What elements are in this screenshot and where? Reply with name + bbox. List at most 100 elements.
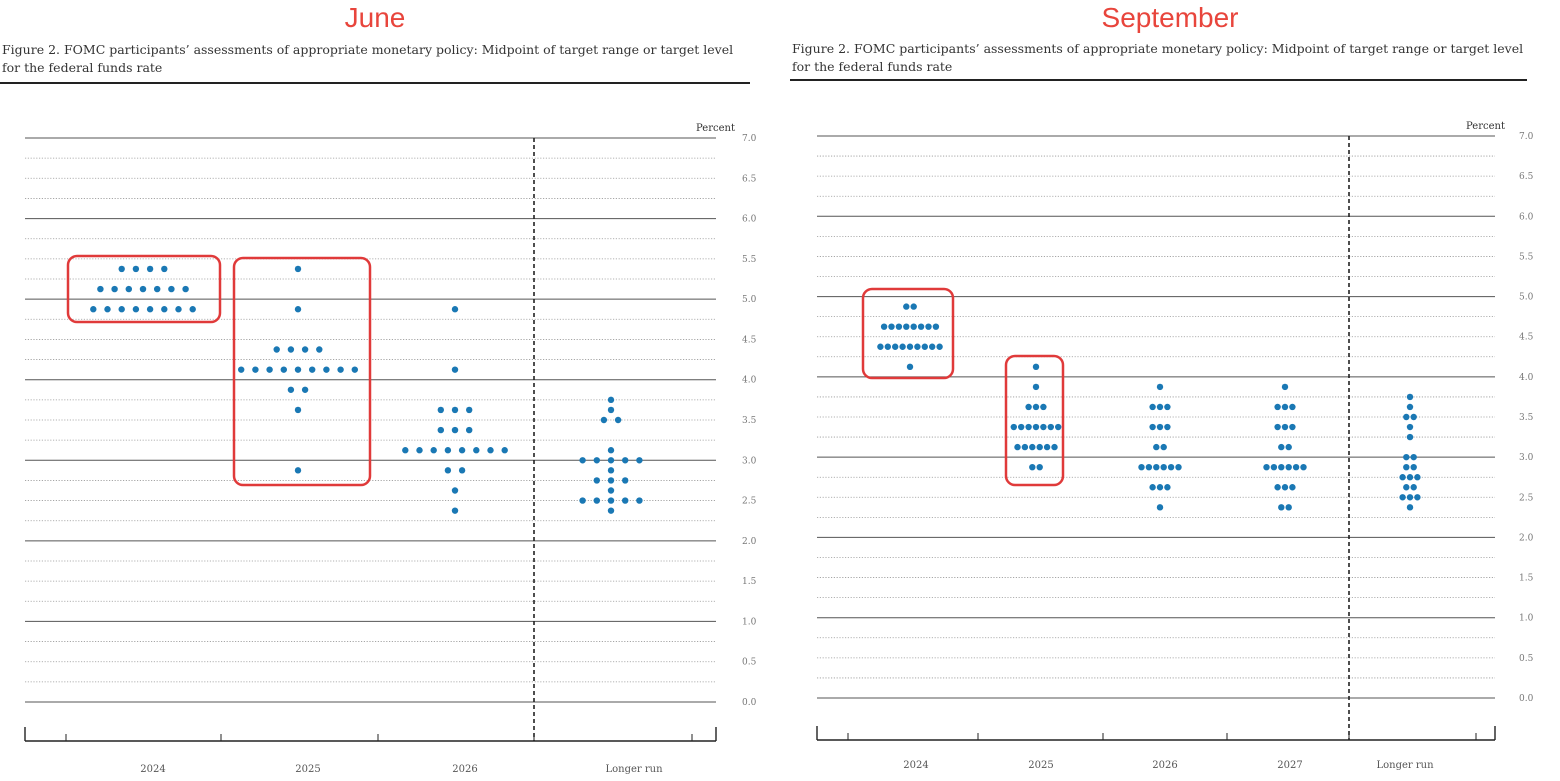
dot-2025	[337, 366, 344, 373]
september-panel-heading: September	[1101, 2, 1239, 33]
dot-2026	[1156, 504, 1164, 511]
dot-longer-run	[607, 487, 615, 494]
dot-2027	[1281, 403, 1289, 411]
y-tick-label: 3.0	[742, 456, 757, 466]
dot-2025	[1043, 443, 1051, 451]
dot-2026	[451, 487, 459, 494]
dot-longer-run	[607, 507, 615, 514]
dot-2024	[139, 285, 147, 293]
dot-2026	[451, 306, 459, 313]
x-category-label-2025: 2025	[295, 764, 320, 775]
dot-2026	[473, 447, 480, 454]
dot-longer-run	[614, 416, 622, 424]
dot-longer-run	[1410, 453, 1417, 461]
dot-longer-run	[1403, 463, 1410, 471]
dot-2026	[1164, 484, 1171, 491]
dot-2026	[430, 447, 437, 454]
x-category-label-2025: 2025	[1028, 760, 1053, 771]
x-category-label-2024: 2024	[140, 764, 165, 775]
dot-2025	[287, 386, 295, 393]
dot-2025	[1032, 383, 1040, 391]
dot-2025	[309, 366, 316, 373]
dot-2024	[936, 343, 943, 350]
dot-2024	[118, 265, 125, 273]
dot-2025	[1032, 363, 1040, 371]
dot-longer-run	[1410, 413, 1417, 421]
y-tick-label: 3.0	[1519, 453, 1534, 463]
june-title-rule	[0, 82, 750, 84]
dot-2026	[1149, 423, 1156, 431]
y-tick-label: 1.0	[1519, 614, 1534, 624]
dot-2024	[932, 323, 940, 330]
dot-2026	[1164, 403, 1171, 411]
dot-longer-run	[1406, 423, 1414, 431]
dot-2024	[917, 323, 925, 330]
dot-2027	[1285, 463, 1292, 471]
dot-longer-run	[600, 416, 608, 424]
y-tick-label: 0.0	[1519, 694, 1534, 704]
dot-2027	[1289, 423, 1296, 431]
dot-longer-run	[622, 477, 629, 484]
dot-2025	[301, 346, 309, 353]
dot-2025	[280, 366, 287, 373]
y-tick-label: 6.0	[1519, 212, 1534, 222]
dot-2027	[1278, 504, 1285, 511]
dot-2024	[132, 306, 140, 313]
dot-longer-run	[593, 457, 600, 464]
dot-2026	[1156, 383, 1164, 391]
dot-longer-run	[607, 406, 615, 414]
dot-longer-run	[1403, 484, 1410, 491]
dot-2024	[906, 343, 914, 350]
dot-2026	[466, 406, 473, 414]
dot-2024	[118, 306, 125, 313]
dot-2026	[1160, 443, 1167, 451]
dot-2026	[487, 447, 494, 454]
y-tick-label: 4.0	[1519, 373, 1534, 383]
dot-2026	[444, 467, 452, 474]
dot-2025	[1018, 423, 1025, 431]
dot-2026	[402, 447, 409, 454]
dot-2027	[1281, 484, 1289, 491]
dot-longer-run	[607, 396, 615, 404]
dot-2025	[294, 467, 302, 474]
dot-2024	[161, 265, 168, 273]
dot-2025	[1029, 443, 1036, 451]
dot-2027	[1281, 383, 1289, 391]
dot-2024	[903, 303, 910, 310]
dot-2024	[175, 306, 182, 313]
dot-2026	[451, 507, 459, 514]
dot-2025	[294, 306, 302, 313]
dot-2026	[1164, 423, 1171, 431]
dot-longer-run	[1406, 494, 1414, 501]
dot-2025	[273, 346, 280, 353]
dot-2024	[132, 265, 140, 273]
dot-2026	[1153, 463, 1160, 471]
dot-2026	[1145, 463, 1153, 471]
dot-2027	[1278, 463, 1285, 471]
dot-longer-run	[1399, 474, 1406, 481]
y-tick-label: 1.0	[742, 617, 757, 627]
dot-2024	[914, 343, 921, 350]
dot-longer-run	[607, 447, 615, 454]
dot-2027	[1270, 463, 1278, 471]
dot-2024	[111, 285, 118, 293]
y-tick-label: 5.0	[1519, 293, 1534, 303]
dot-longer-run	[593, 477, 600, 484]
dot-2024	[189, 306, 196, 313]
dot-2026	[466, 426, 473, 434]
dot-2025	[238, 366, 245, 373]
y-tick-label: 7.0	[742, 134, 757, 144]
dot-2025	[1051, 443, 1058, 451]
dot-longer-run	[1406, 433, 1414, 441]
dot-2025	[266, 366, 273, 373]
dot-2027	[1300, 463, 1307, 471]
highlight-box-2024	[861, 287, 955, 380]
dot-longer-run	[1406, 403, 1414, 411]
dot-2025	[287, 346, 295, 353]
dot-2024	[877, 343, 884, 350]
dot-longer-run	[593, 497, 600, 504]
dot-2024	[182, 285, 189, 293]
dot-2025	[1055, 423, 1062, 431]
dot-2025	[1036, 463, 1043, 471]
